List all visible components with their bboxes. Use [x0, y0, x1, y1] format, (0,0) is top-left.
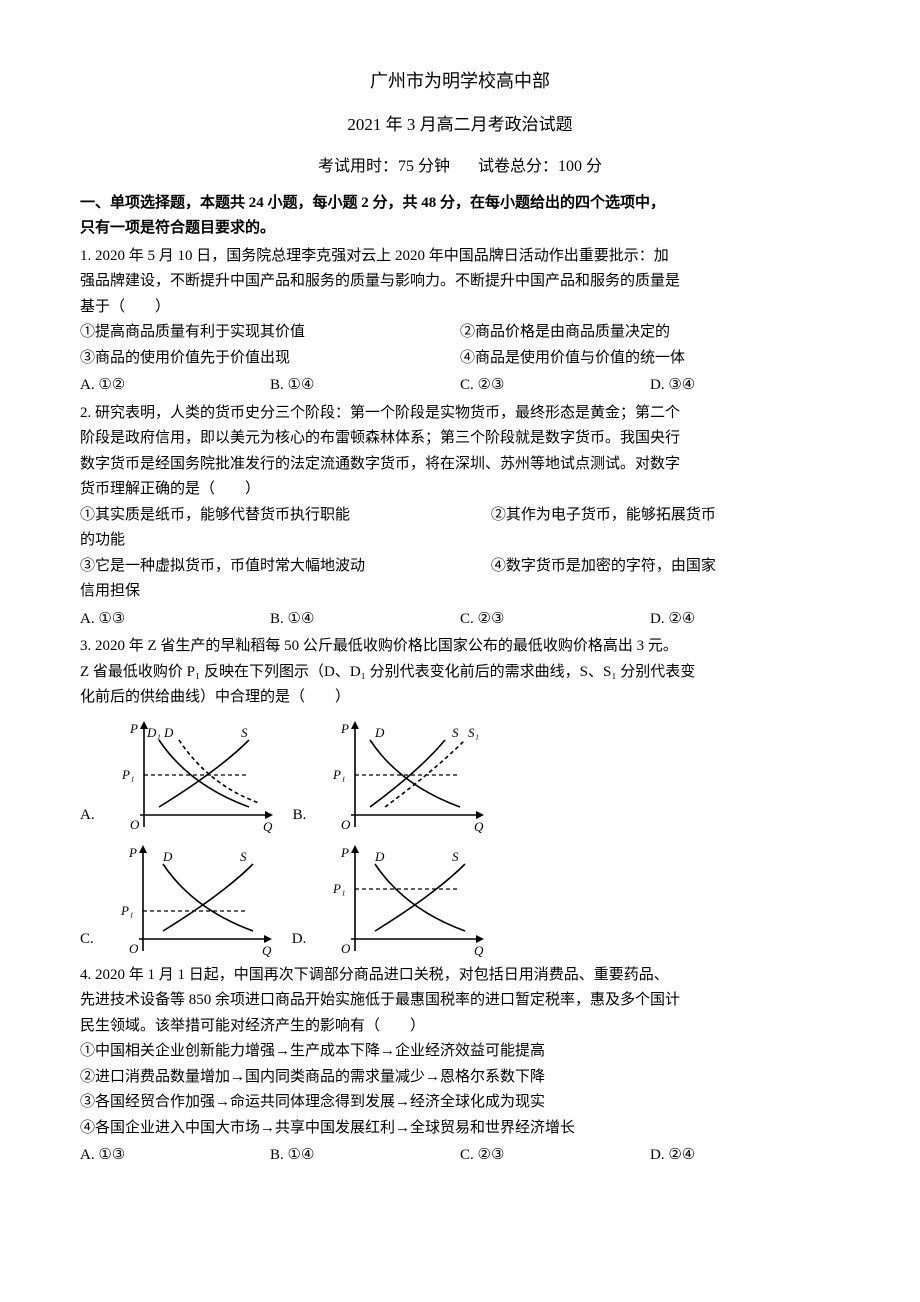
- time-label: 考试用时：: [318, 158, 398, 175]
- q2-line: 数字货币是经国务院批准发行的法定流通数字货币，将在深圳、苏州等地试点测试。对数字: [80, 452, 840, 478]
- q2-stmt2b: 的功能: [80, 528, 840, 554]
- q1-stmt1: ①提高商品质量有利于实现其价值: [80, 320, 460, 346]
- exam-info: 考试用时：75 分钟 试卷总分：100 分: [80, 153, 840, 180]
- question-1: 1. 2020 年 5 月 10 日，国务院总理李克强对云上 2020 年中国品…: [80, 244, 840, 399]
- q1-line: 强品牌建设，不断提升中国产品和服务的质量与影响力。不断提升中国产品和服务的质量是: [80, 269, 840, 295]
- svg-text:D: D: [163, 725, 174, 740]
- svg-text:O: O: [130, 817, 140, 832]
- q2-line: 货币理解正确的是（ ）: [80, 477, 840, 503]
- q4-stmt4: ④各国企业进入中国大市场→共享中国发展红利→全球贸易和世界经济增长: [80, 1116, 840, 1142]
- q3-line: Z 省最低收购价 P₁ 反映在下列图示（D、D₁ 分别代表变化前后的需求曲线，S…: [80, 660, 840, 686]
- svg-text:O: O: [129, 941, 139, 956]
- chart-b: P Q O P₁ D S S₁: [320, 715, 490, 835]
- total-label: 试卷总分：: [478, 158, 558, 175]
- question-2: 2. 研究表明，人类的货币史分三个阶段：第一个阶段是实物货币，最终形态是黄金；第…: [80, 401, 840, 633]
- q2-stmt2a: ②其作为电子货币，能够拓展货币: [491, 503, 840, 529]
- chart-label-b: B.: [293, 803, 307, 835]
- svg-text:P: P: [128, 845, 137, 860]
- q2-opt-d: D. ②④: [650, 607, 840, 633]
- svg-text:P: P: [340, 845, 349, 860]
- svg-text:O: O: [341, 817, 351, 832]
- q1-opt-d: D. ③④: [650, 373, 840, 399]
- svg-text:Q: Q: [262, 943, 272, 958]
- q4-line: 先进技术设备等 850 余项进口商品开始实施低于最惠国税率的进口暂定税率，惠及多…: [80, 988, 840, 1014]
- svg-text:P: P: [340, 721, 349, 736]
- q2-stmt1: ①其实质是纸币，能够代替货币执行职能: [80, 503, 491, 529]
- q2-stmt3: ③它是一种虚拟货币，币值时常大幅地波动: [80, 554, 491, 580]
- svg-text:P₁: P₁: [120, 903, 133, 918]
- svg-text:D: D: [374, 849, 385, 864]
- svg-text:D₁: D₁: [146, 725, 161, 740]
- q3-line: 化前后的供给曲线）中合理的是（ ）: [80, 685, 840, 711]
- chart-c: P Q O P₁ D S: [108, 839, 278, 959]
- svg-text:S₁: S₁: [468, 725, 479, 740]
- exam-title: 2021 年 3 月高二月考政治试题: [80, 111, 840, 140]
- svg-text:P₁: P₁: [332, 767, 345, 782]
- chart-row-1: A. PQOP₁DD₁S B. PQOP₁DSS₁: [80, 715, 840, 835]
- q1-stmt3: ③商品的使用价值先于价值出现: [80, 346, 460, 372]
- chart-label-a: A.: [80, 803, 95, 835]
- q4-line: 4. 2020 年 1 月 1 日起，中国再次下调部分商品进口关税，对包括日用消…: [80, 963, 840, 989]
- q4-opt-a: A. ①③: [80, 1143, 270, 1169]
- q1-line: 1. 2020 年 5 月 10 日，国务院总理李克强对云上 2020 年中国品…: [80, 244, 840, 270]
- svg-text:Q: Q: [263, 819, 273, 834]
- svg-text:Q: Q: [474, 819, 484, 834]
- q4-stmt1: ①中国相关企业创新能力增强→生产成本下降→企业经济效益可能提高: [80, 1039, 840, 1065]
- svg-text:Q: Q: [474, 943, 484, 958]
- total-value: 100 分: [558, 158, 602, 175]
- q1-opt-a: A. ①②: [80, 373, 270, 399]
- q4-stmt2: ②进口消费品数量增加→国内同类商品的需求量减少→恩格尔系数下降: [80, 1065, 840, 1091]
- section-heading-l2: 只有一项是符合题目要求的。: [80, 216, 840, 242]
- svg-text:P₁: P₁: [121, 767, 134, 782]
- svg-text:S: S: [240, 849, 247, 864]
- q2-stmt4b: 信用担保: [80, 579, 840, 605]
- svg-text:D: D: [162, 849, 173, 864]
- q1-opt-c: C. ②③: [460, 373, 650, 399]
- q2-line: 阶段是政府信用，即以美元为核心的布雷顿森林体系；第三个阶段就是数字货币。我国央行: [80, 426, 840, 452]
- q4-line: 民生领域。该举措可能对经济产生的影响有（ ）: [80, 1014, 840, 1040]
- chart-label-c: C.: [80, 927, 94, 959]
- question-3: 3. 2020 年 Z 省生产的早籼稻每 50 公斤最低收购价格比国家公布的最低…: [80, 634, 840, 959]
- q1-stmt2: ②商品价格是由商品质量决定的: [460, 320, 840, 346]
- q4-stmt3: ③各国经贸合作加强→命运共同体理念得到发展→经济全球化成为现实: [80, 1090, 840, 1116]
- section-heading-l1: 一、单项选择题，本题共 24 小题，每小题 2 分，共 48 分，在每小题给出的…: [80, 191, 840, 217]
- svg-text:S: S: [241, 725, 248, 740]
- chart-a: P Q O P₁ DD₁ S: [109, 715, 279, 835]
- q2-stmt4a: ④数字货币是加密的字符，由国家: [491, 554, 840, 580]
- chart-row-2: C. P Q O P₁ D S D. P Q O P₁ D S: [80, 839, 840, 959]
- svg-text:S: S: [452, 725, 459, 740]
- svg-text:P₁: P₁: [332, 881, 345, 896]
- svg-text:S: S: [452, 849, 459, 864]
- q2-line: 2. 研究表明，人类的货币史分三个阶段：第一个阶段是实物货币，最终形态是黄金；第…: [80, 401, 840, 427]
- q4-opt-b: B. ①④: [270, 1143, 460, 1169]
- q4-opt-c: C. ②③: [460, 1143, 650, 1169]
- q2-opt-b: B. ①④: [270, 607, 460, 633]
- question-4: 4. 2020 年 1 月 1 日起，中国再次下调部分商品进口关税，对包括日用消…: [80, 963, 840, 1169]
- svg-text:O: O: [341, 941, 351, 956]
- q1-opt-b: B. ①④: [270, 373, 460, 399]
- svg-text:P: P: [129, 721, 138, 736]
- q4-opt-d: D. ②④: [650, 1143, 840, 1169]
- q2-opt-a: A. ①③: [80, 607, 270, 633]
- chart-label-d: D.: [292, 927, 307, 959]
- school-name: 广州市为明学校高中部: [80, 66, 840, 97]
- q1-stmt4: ④商品是使用价值与价值的统一体: [460, 346, 840, 372]
- q2-opt-c: C. ②③: [460, 607, 650, 633]
- time-value: 75 分钟: [398, 158, 450, 175]
- q1-line: 基于（ ）: [80, 295, 840, 321]
- chart-d: P Q O P₁ D S: [320, 839, 490, 959]
- svg-text:D: D: [374, 725, 385, 740]
- q3-line: 3. 2020 年 Z 省生产的早籼稻每 50 公斤最低收购价格比国家公布的最低…: [80, 634, 840, 660]
